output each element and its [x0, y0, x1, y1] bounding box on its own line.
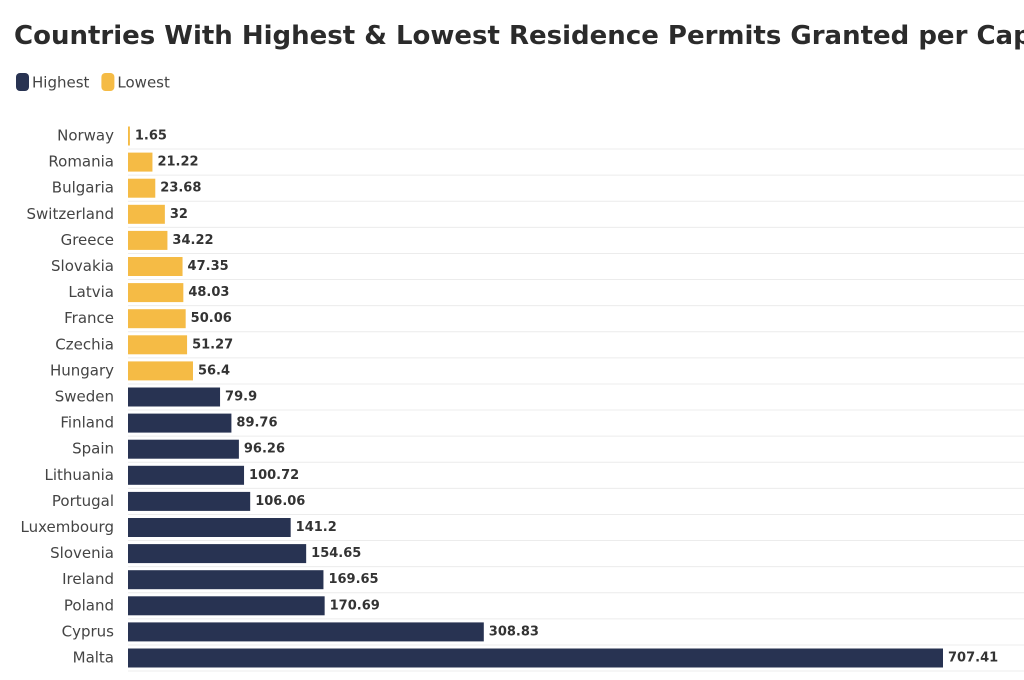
data-label: 48.03: [188, 285, 229, 300]
bar: [128, 178, 156, 198]
bar: [128, 491, 251, 511]
y-tick-label: Portugal: [52, 492, 114, 510]
data-label: 51.27: [192, 337, 233, 352]
data-label: 96.26: [244, 442, 285, 457]
y-tick-label: Poland: [64, 596, 114, 614]
y-tick-label: Malta: [73, 649, 114, 667]
bar: [128, 230, 168, 250]
bar: [128, 361, 193, 381]
bar: [128, 439, 239, 459]
y-tick-label: Luxembourg: [21, 518, 115, 536]
y-tick-label: France: [64, 309, 114, 327]
y-tick-label: Ireland: [62, 570, 114, 588]
data-label: 100.72: [249, 468, 299, 483]
chart-title: Countries With Highest & Lowest Residenc…: [14, 21, 1024, 51]
bar: [128, 544, 307, 564]
legend-label: Highest: [32, 74, 90, 92]
data-label: 141.2: [296, 520, 337, 535]
data-label: 34.22: [172, 233, 213, 248]
bar: [128, 257, 183, 276]
data-label: 106.06: [255, 494, 305, 509]
data-label: 32: [170, 207, 188, 222]
bar: [128, 622, 484, 642]
y-tick-label: Bulgaria: [52, 179, 114, 197]
bar: [128, 335, 188, 355]
bar: [128, 309, 186, 329]
y-tick-label: Finland: [60, 414, 114, 432]
y-tick-label: Slovakia: [51, 257, 114, 275]
bar: [128, 204, 165, 224]
plot-area: Norway Romania Bulgaria Switzerland Greece Sl…: [21, 126, 1024, 672]
y-tick-label: Romania: [48, 153, 114, 171]
data-label: 50.06: [191, 311, 232, 326]
y-tick-label: Norway: [57, 127, 114, 145]
y-tick-label: Latvia: [68, 283, 114, 301]
bar: [128, 413, 232, 433]
y-tick-label: Lithuania: [45, 466, 114, 484]
legend: Highest Lowest: [16, 73, 170, 92]
data-label: 169.65: [328, 572, 378, 587]
data-label: 154.65: [311, 546, 361, 561]
bar: [128, 126, 130, 146]
data-label: 47.35: [188, 259, 229, 274]
legend-label: Lowest: [117, 74, 170, 92]
data-label: 170.69: [330, 598, 380, 613]
data-label: 308.83: [489, 624, 539, 639]
data-label: 89.76: [236, 416, 277, 431]
bar: [128, 596, 325, 616]
bar: [128, 152, 153, 172]
data-label: 23.68: [160, 181, 201, 196]
y-tick-label: Greece: [61, 231, 114, 249]
y-tick-label: Switzerland: [27, 205, 115, 223]
data-label: 21.22: [157, 155, 198, 170]
y-tick-label: Czechia: [55, 335, 114, 353]
y-tick-label: Cyprus: [62, 622, 115, 640]
bar: [128, 283, 184, 303]
bar: [128, 648, 943, 668]
y-tick-label: Slovenia: [50, 544, 114, 562]
data-label: 707.41: [948, 651, 998, 666]
y-tick-label: Spain: [72, 440, 114, 458]
y-tick-label: Hungary: [50, 361, 114, 379]
legend-swatch: [16, 73, 29, 91]
data-label: 1.65: [135, 129, 167, 144]
legend-swatch: [101, 73, 115, 91]
data-label: 56.4: [198, 363, 230, 378]
data-label: 79.9: [225, 390, 257, 405]
bar: [128, 465, 245, 485]
bar: [128, 387, 221, 407]
y-tick-label: Sweden: [55, 388, 114, 406]
bar: [128, 570, 324, 590]
bar: [128, 518, 291, 537]
